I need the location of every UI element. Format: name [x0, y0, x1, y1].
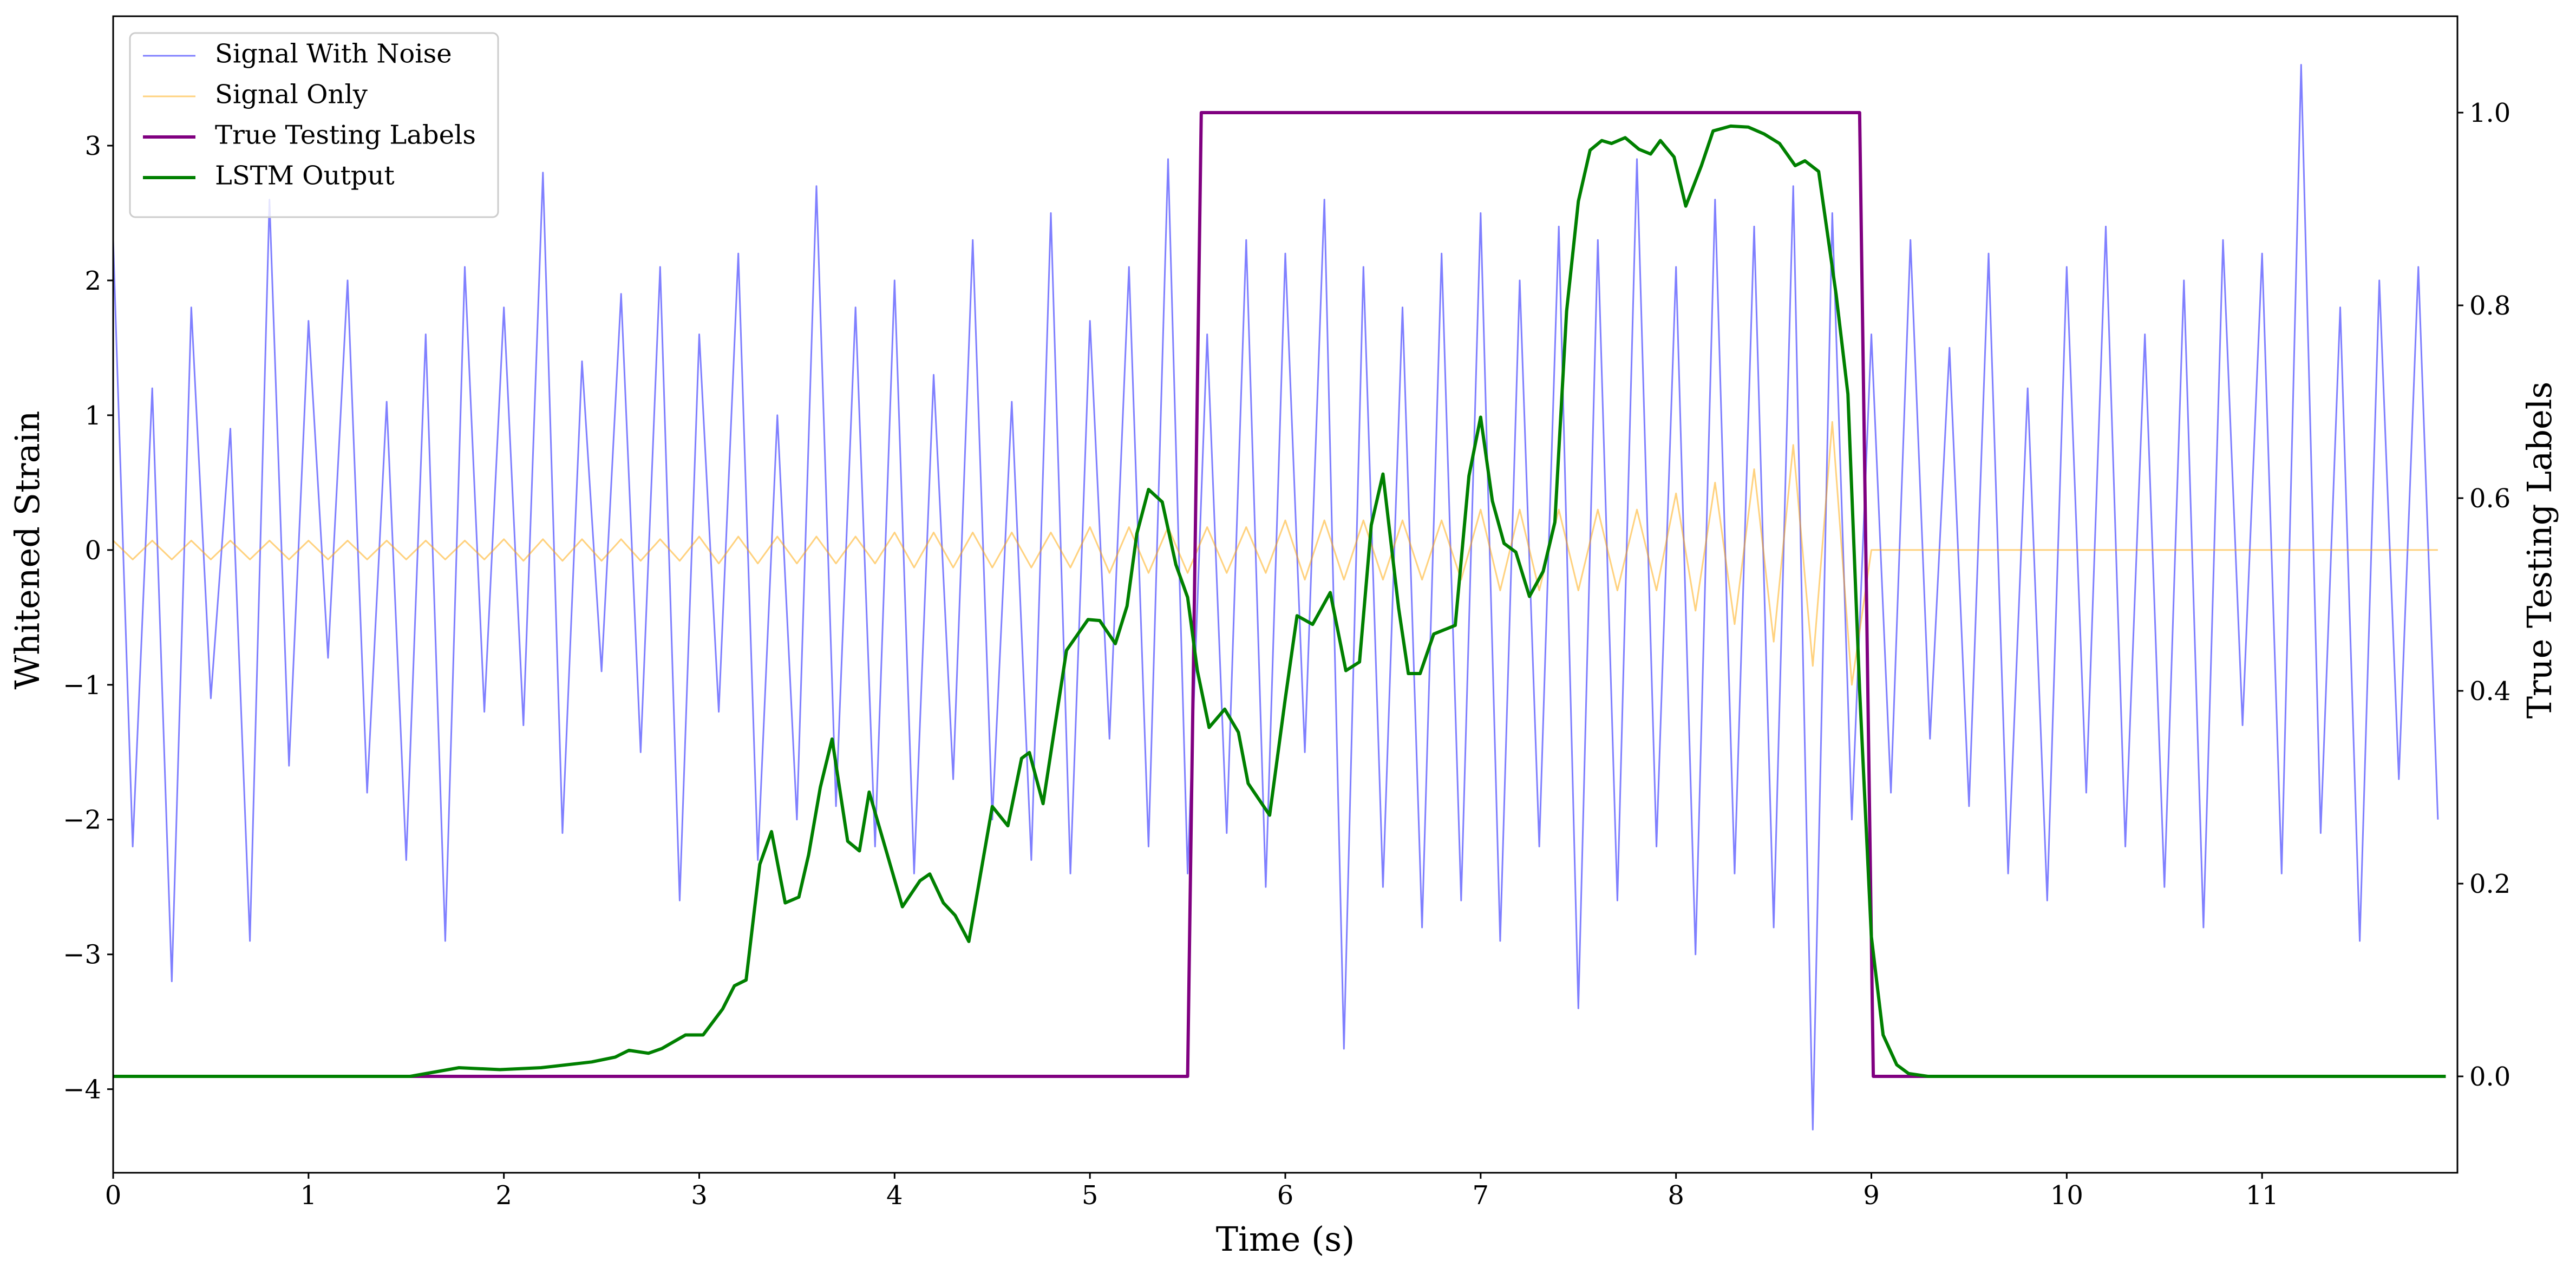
- x-tick-label: 8: [1668, 1180, 1684, 1211]
- legend-box: [129, 32, 499, 218]
- y-tick-label: −3: [63, 940, 101, 970]
- x-axis-label: Time (s): [1216, 1219, 1355, 1259]
- legend-label: LSTM Output: [215, 161, 395, 191]
- x-tick-label: 2: [495, 1180, 512, 1211]
- x-tick-label: 10: [2050, 1180, 2083, 1211]
- x-tick-label: 7: [1473, 1180, 1489, 1211]
- x-tick-label: 9: [1863, 1180, 1880, 1211]
- y-tick-label: 1: [84, 401, 101, 431]
- x-tick-label: 5: [1082, 1180, 1099, 1211]
- x-tick-label: 11: [2246, 1180, 2279, 1211]
- x-tick-label: 1: [300, 1180, 317, 1211]
- x-tick-label: 0: [105, 1180, 122, 1211]
- y2-tick-label: 0.4: [2469, 676, 2510, 707]
- y-tick-label: −2: [63, 805, 101, 835]
- y-tick-label: −4: [63, 1075, 101, 1105]
- y2-tick-label: 1.0: [2469, 98, 2510, 128]
- y-tick-label: 2: [84, 266, 101, 296]
- legend: Signal With Noise Signal Only True Testing…: [129, 32, 499, 218]
- x-tick-label: 3: [691, 1180, 708, 1211]
- series-line: [113, 124, 2446, 1078]
- y2-tick-label: 0.0: [2469, 1062, 2510, 1092]
- y-tick-label: 3: [84, 131, 101, 161]
- y2-axis-label: True Testing Labels: [2520, 382, 2559, 719]
- y-axis-label: Whitened Strain: [8, 411, 47, 690]
- plot-area: [113, 64, 2446, 1131]
- y2-tick-label: 0.6: [2469, 484, 2510, 514]
- y-tick-label: 0: [84, 535, 101, 566]
- legend-label: Signal With Noise: [215, 39, 452, 69]
- legend-label: Signal Only: [215, 80, 368, 110]
- y2-tick-label: 0.2: [2469, 869, 2510, 899]
- x-tick-label: 6: [1277, 1180, 1294, 1211]
- series-line: [113, 64, 2439, 1131]
- y2-tick-label: 0.8: [2469, 291, 2510, 321]
- y-tick-label: −1: [63, 670, 101, 701]
- series-line: [113, 421, 2438, 686]
- legend-label: True Testing Labels: [215, 120, 476, 151]
- x-tick-label: 4: [886, 1180, 903, 1211]
